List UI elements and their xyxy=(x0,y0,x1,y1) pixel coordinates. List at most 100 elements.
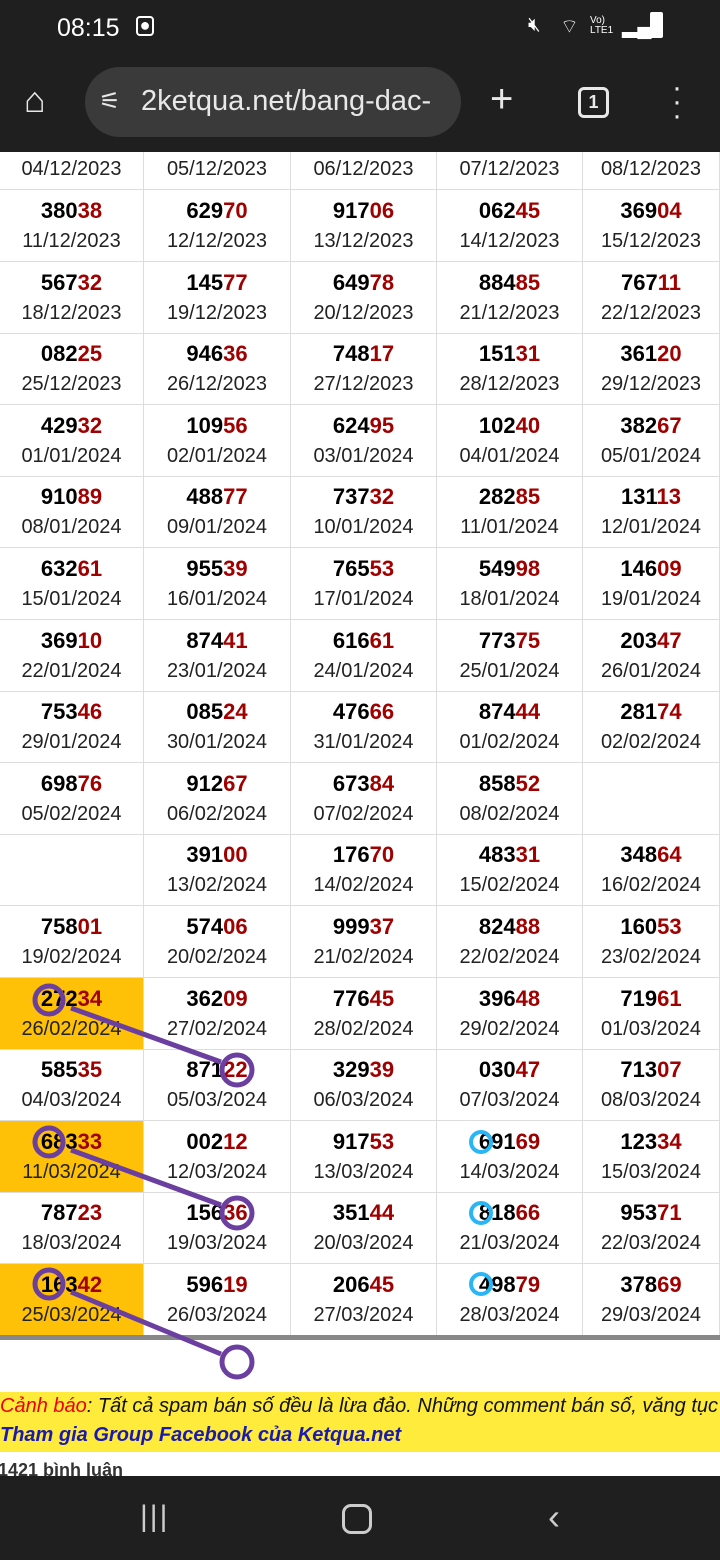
result-number: 36120 xyxy=(620,341,682,367)
draw-date: 04/01/2024 xyxy=(459,444,560,467)
draw-date: 05/12/2023 xyxy=(166,158,268,180)
draw-date: 11/01/2024 xyxy=(460,516,559,539)
table-cell: 36910 22/01/2024 xyxy=(0,619,144,692)
facebook-group-link[interactable]: Tham gia Group Facebook của Ketqua.net xyxy=(0,1424,402,1446)
result-number: 10956 xyxy=(186,412,248,438)
battery-icon xyxy=(650,12,663,38)
draw-date: 20/03/2024 xyxy=(313,1232,414,1255)
draw-date: 31/01/2024 xyxy=(313,731,414,754)
table-cell: 69169 14/03/2024 xyxy=(437,1120,583,1193)
draw-date: 07/12/2023 xyxy=(459,158,560,180)
result-number: 82488 xyxy=(478,914,541,939)
draw-date: 09/01/2024 xyxy=(166,516,268,539)
url-text[interactable]: 2ketqua.net/bang-dac- xyxy=(141,85,432,117)
result-number: 54998 xyxy=(478,556,541,581)
table-cell: 08/12/2023 xyxy=(583,152,720,190)
result-number: 87122 xyxy=(186,1057,248,1083)
table-cell: 27234 26/02/2024 xyxy=(0,977,144,1050)
result-number: 91753 xyxy=(332,1128,395,1154)
menu-icon[interactable]: · · · xyxy=(672,71,682,132)
table-cell: 07/12/2023 xyxy=(437,152,583,190)
recents-icon[interactable]: ||| xyxy=(140,1500,170,1533)
table-cell: 94636 26/12/2023 xyxy=(144,333,291,405)
table-cell: 10956 02/01/2024 xyxy=(144,404,291,477)
table-cell: 28174 02/02/2024 xyxy=(583,691,720,763)
table-cell: 87122 05/03/2024 xyxy=(144,1049,291,1121)
draw-date: 21/02/2024 xyxy=(313,946,414,968)
site-settings-icon[interactable]: ⚟ xyxy=(99,88,121,115)
draw-date: 05/03/2024 xyxy=(166,1089,268,1112)
table-cell: 49879 28/03/2024 xyxy=(437,1264,583,1336)
result-number: 35144 xyxy=(332,1200,395,1226)
table-cell: 61661 24/01/2024 xyxy=(291,619,437,692)
result-number: 59619 xyxy=(186,1272,248,1297)
draw-date: 04/03/2024 xyxy=(21,1089,122,1112)
draw-date: 14/02/2024 xyxy=(313,874,414,897)
result-number: 03047 xyxy=(478,1057,541,1083)
result-number: 27234 xyxy=(40,985,103,1011)
result-number: 56732 xyxy=(40,269,103,295)
result-number: 57406 xyxy=(186,914,248,939)
table-row: 56732 18/12/2023 14577 19/12/2023 64978 20/12… xyxy=(0,261,720,334)
table-cell: 74817 27/12/2023 xyxy=(291,333,437,405)
draw-date: 06/02/2024 xyxy=(166,802,268,825)
result-number: 39100 xyxy=(186,842,248,868)
draw-date: 30/01/2024 xyxy=(166,731,268,754)
result-number: 87444 xyxy=(478,699,541,725)
result-number: 37869 xyxy=(620,1272,682,1297)
result-number: 74817 xyxy=(332,341,395,367)
draw-date: 25/03/2024 xyxy=(21,1304,122,1326)
draw-date: 29/03/2024 xyxy=(600,1304,702,1326)
table-cell: 38038 11/12/2023 xyxy=(0,190,144,262)
table-cell: 36209 27/02/2024 xyxy=(144,977,291,1050)
table-cell: 62495 03/01/2024 xyxy=(291,404,437,477)
draw-date: 23/01/2024 xyxy=(166,659,268,682)
table-cell: 85852 08/02/2024 xyxy=(437,762,583,835)
draw-date: 28/12/2023 xyxy=(459,373,560,396)
result-number: 34864 xyxy=(620,842,682,868)
result-number: 48877 xyxy=(186,484,248,510)
draw-date: 03/01/2024 xyxy=(313,444,414,467)
table-cell: 16342 25/03/2024 xyxy=(0,1264,144,1336)
home-icon[interactable]: ⌂ xyxy=(24,79,46,120)
result-number: 39648 xyxy=(478,985,541,1011)
draw-date: 15/01/2024 xyxy=(21,588,122,610)
result-number: 16342 xyxy=(40,1272,103,1297)
draw-date: 22/01/2024 xyxy=(21,659,122,682)
table-row: 36910 22/01/2024 87441 23/01/2024 61661 24/01… xyxy=(0,619,720,692)
result-number: 20347 xyxy=(620,627,682,653)
draw-date: 01/03/2024 xyxy=(600,1017,702,1040)
table-cell: 42932 01/01/2024 xyxy=(0,404,144,477)
navigation-bar: ||| ‹ xyxy=(0,1476,720,1560)
draw-date: 29/01/2024 xyxy=(21,731,122,754)
table-cell: 08524 30/01/2024 xyxy=(144,691,291,763)
new-tab-icon[interactable]: + xyxy=(490,77,514,121)
warning-banner: Cảnh báo: Tất cả spam bán số đều là lừa … xyxy=(0,1392,720,1452)
draw-date: 02/01/2024 xyxy=(166,444,268,467)
table-row: 75346 29/01/2024 08524 30/01/2024 47666 31/01… xyxy=(0,691,720,764)
result-number: 76553 xyxy=(332,556,395,581)
result-number: 78723 xyxy=(40,1200,103,1226)
draw-date: 15/02/2024 xyxy=(459,874,560,897)
table-cell: 37869 29/03/2024 xyxy=(583,1264,720,1336)
table-cell xyxy=(583,762,720,835)
home-nav-icon[interactable] xyxy=(342,1504,372,1534)
table-cell: 05/12/2023 xyxy=(144,152,291,190)
draw-date: 10/01/2024 xyxy=(313,516,414,539)
table-cell: 34864 16/02/2024 xyxy=(583,834,720,906)
table-row: 91089 08/01/2024 48877 09/01/2024 73732 10/01… xyxy=(0,476,720,549)
table-cell: 00212 12/03/2024 xyxy=(144,1120,291,1193)
draw-date: 19/02/2024 xyxy=(21,946,122,968)
result-number: 73732 xyxy=(332,484,395,510)
draw-date: 08/02/2024 xyxy=(459,802,560,825)
table-row: 04/12/2023 05/12/2023 06/12/2023 07/12/2023… xyxy=(0,152,720,190)
draw-date: 20/02/2024 xyxy=(166,946,268,968)
table-cell: 06/12/2023 xyxy=(291,152,437,190)
address-bar[interactable]: ⚟ 2ketqua.net/bang-dac- xyxy=(85,67,461,137)
draw-date: 22/02/2024 xyxy=(459,946,560,968)
tab-switcher-icon[interactable]: 1 xyxy=(578,87,609,118)
back-icon[interactable]: ‹ xyxy=(548,1496,560,1537)
result-number: 38267 xyxy=(620,412,682,438)
result-number: 16053 xyxy=(620,914,682,939)
table-cell: 69876 05/02/2024 xyxy=(0,762,144,835)
